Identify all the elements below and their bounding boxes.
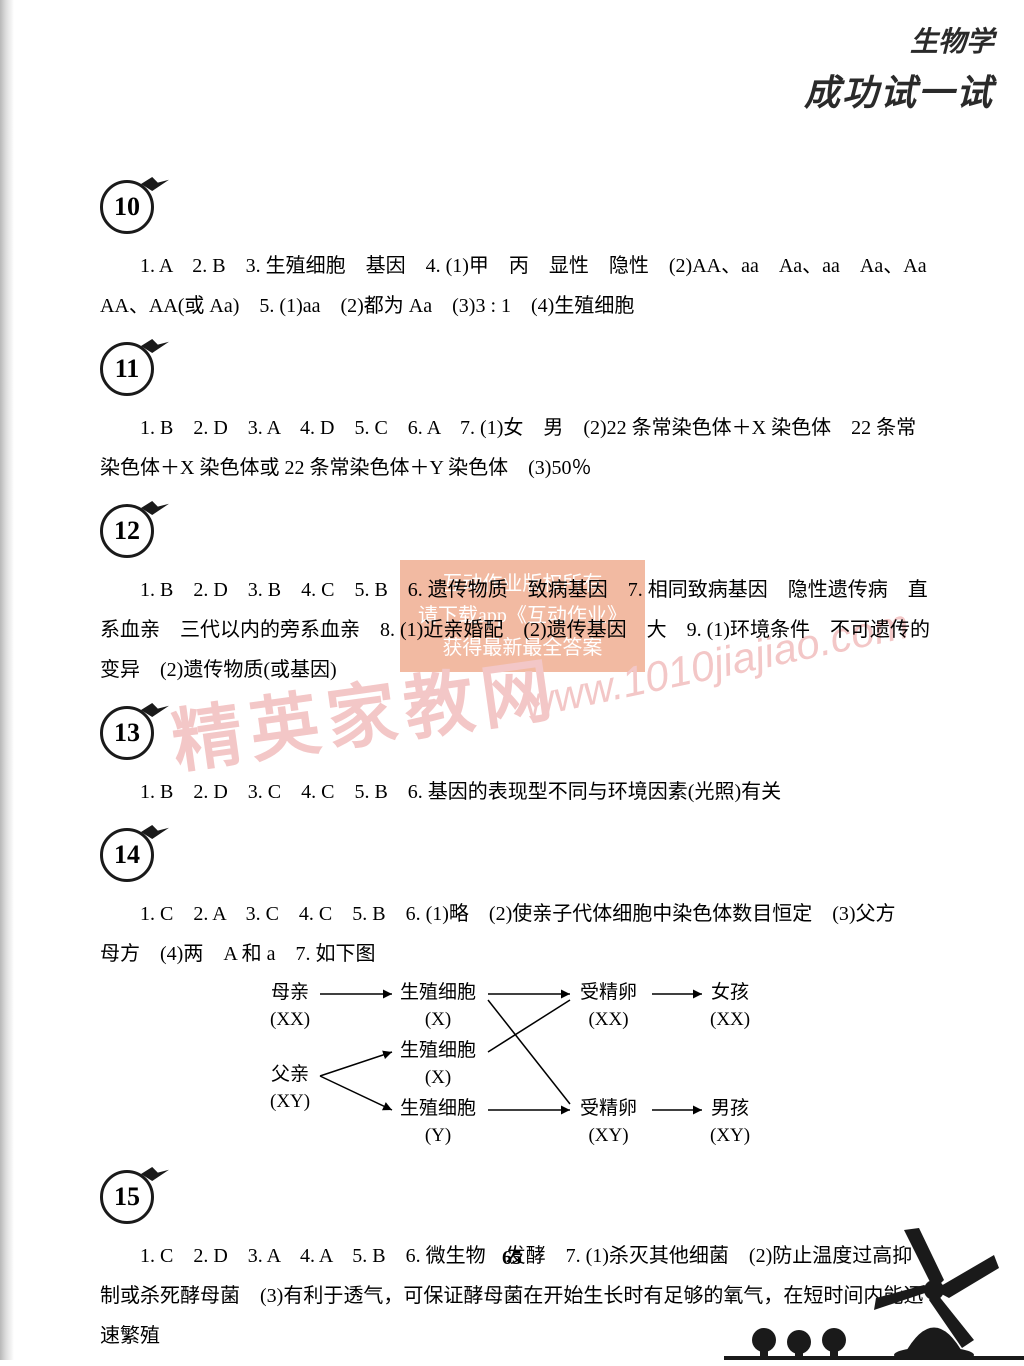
subject-label: 生物学 — [604, 20, 994, 60]
node-gamete-y: 生殖细胞 (Y) — [400, 1096, 476, 1149]
node-zygote-xy-sub: (XY) — [588, 1125, 628, 1146]
node-zygote-xx-label: 受精卵 — [580, 982, 637, 1003]
header-subtitle: 成功试一试 — [604, 64, 994, 116]
node-gamete-x2-sub: (X) — [425, 1067, 451, 1088]
section-badge-10: 10 — [100, 180, 154, 234]
node-girl: 女孩 (XX) — [710, 980, 750, 1033]
node-gamete-y-sub: (Y) — [425, 1125, 451, 1146]
section-12-answers: 1. B 2. D 3. B 4. C 5. B 6. 遗传物质 致病基因 7.… — [100, 570, 930, 690]
section-badge-13: 13 — [100, 706, 154, 760]
scan-left-edge — [0, 0, 14, 1360]
node-boy: 男孩 (XY) — [710, 1096, 750, 1149]
node-mother-label: 母亲 — [271, 982, 309, 1003]
node-gamete-x1-sub: (X) — [425, 1009, 451, 1030]
node-gamete-x1: 生殖细胞 (X) — [400, 980, 476, 1033]
node-girl-sub: (XX) — [710, 1009, 750, 1030]
node-mother-sub: (XX) — [270, 1009, 310, 1030]
node-zygote-xx-sub: (XX) — [588, 1009, 628, 1030]
node-gamete-x1-label: 生殖细胞 — [400, 982, 476, 1003]
section-badge-15: 15 — [100, 1170, 154, 1224]
section-11-answers: 1. B 2. D 3. A 4. D 5. C 6. A 7. (1)女 男 … — [100, 408, 930, 488]
node-gamete-y-label: 生殖细胞 — [400, 1098, 476, 1119]
node-girl-label: 女孩 — [711, 982, 749, 1003]
header-decoration: 生物学 成功试一试 — [604, 0, 1024, 150]
footer-windmill-decoration — [724, 1180, 1024, 1360]
node-zygote-xy-label: 受精卵 — [580, 1098, 637, 1119]
section-14-answers: 1. C 2. A 3. C 4. C 5. B 6. (1)略 (2)使亲子代… — [100, 894, 930, 974]
node-boy-label: 男孩 — [711, 1098, 749, 1119]
node-mother: 母亲 (XX) — [270, 980, 310, 1033]
node-gamete-x2: 生殖细胞 (X) — [400, 1038, 476, 1091]
section-10-answers: 1. A 2. B 3. 生殖细胞 基因 4. (1)甲 丙 显性 隐性 (2)… — [100, 246, 930, 326]
node-father-label: 父亲 — [271, 1064, 309, 1085]
section-badge-11: 11 — [100, 342, 154, 396]
node-father: 父亲 (XY) — [270, 1062, 310, 1115]
section-13-answers: 1. B 2. D 3. C 4. C 5. B 6. 基因的表现型不同与环境因… — [100, 772, 930, 812]
inheritance-diagram: 母亲 (XX) 生殖细胞 (X) 受精卵 (XX) 女孩 (XX) 父亲 (XY… — [270, 980, 830, 1150]
node-father-sub: (XY) — [270, 1091, 310, 1112]
node-boy-sub: (XY) — [710, 1125, 750, 1146]
section-badge-12: 12 — [100, 504, 154, 558]
node-zygote-xy: 受精卵 (XY) — [580, 1096, 637, 1149]
node-zygote-xx: 受精卵 (XX) — [580, 980, 637, 1033]
node-gamete-x2-label: 生殖细胞 — [400, 1040, 476, 1061]
section-badge-14: 14 — [100, 828, 154, 882]
